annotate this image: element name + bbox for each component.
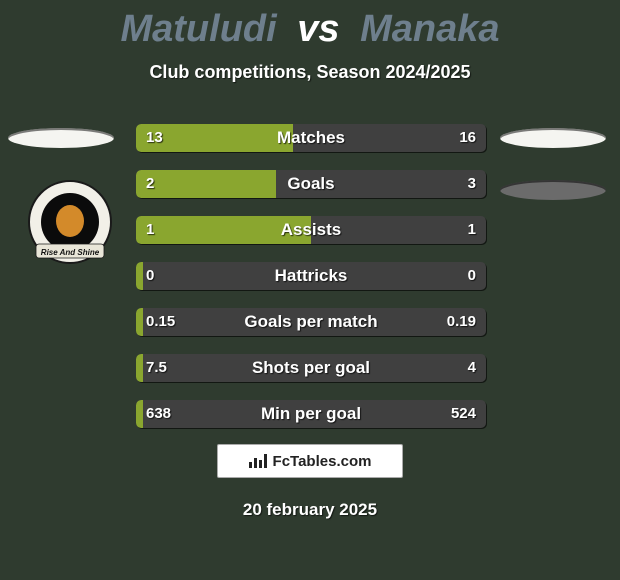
brand-badge: FcTables.com — [217, 444, 403, 478]
player2-club-placeholder — [500, 180, 606, 200]
stat-row: 1316Matches — [136, 124, 486, 152]
stat-row: 11Assists — [136, 216, 486, 244]
vs-text: vs — [297, 8, 339, 50]
brand-chart-icon — [249, 454, 267, 468]
stat-label: Assists — [136, 216, 486, 244]
stat-label: Matches — [136, 124, 486, 152]
date-text: 20 february 2025 — [0, 500, 620, 520]
player1-club-badge: POLOKWANE CITY F.CRise And Shine — [28, 180, 112, 264]
club-badge-svg: POLOKWANE CITY F.CRise And Shine — [28, 180, 112, 264]
player2-photo-placeholder — [500, 128, 606, 148]
player2-name: Manaka — [360, 8, 499, 50]
stat-row: 7.54Shots per goal — [136, 354, 486, 382]
stats-bars: 1316Matches 23Goals 11Assists 00Hattricks 0.… — [136, 124, 486, 446]
stat-label: Goals — [136, 170, 486, 198]
player1-name: Matuludi — [120, 8, 276, 50]
stat-row: 00Hattricks — [136, 262, 486, 290]
brand-text: FcTables.com — [273, 453, 372, 470]
subtitle: Club competitions, Season 2024/2025 — [0, 62, 620, 83]
stat-row: 638524Min per goal — [136, 400, 486, 428]
stat-label: Min per goal — [136, 400, 486, 428]
svg-text:Rise And Shine: Rise And Shine — [41, 248, 100, 257]
stat-label: Hattricks — [136, 262, 486, 290]
stat-row: 23Goals — [136, 170, 486, 198]
stat-label: Goals per match — [136, 308, 486, 336]
stat-row: 0.150.19Goals per match — [136, 308, 486, 336]
stat-label: Shots per goal — [136, 354, 486, 382]
page-title: Matuludi vs Manaka — [0, 8, 620, 51]
player1-photo-placeholder — [8, 128, 114, 148]
